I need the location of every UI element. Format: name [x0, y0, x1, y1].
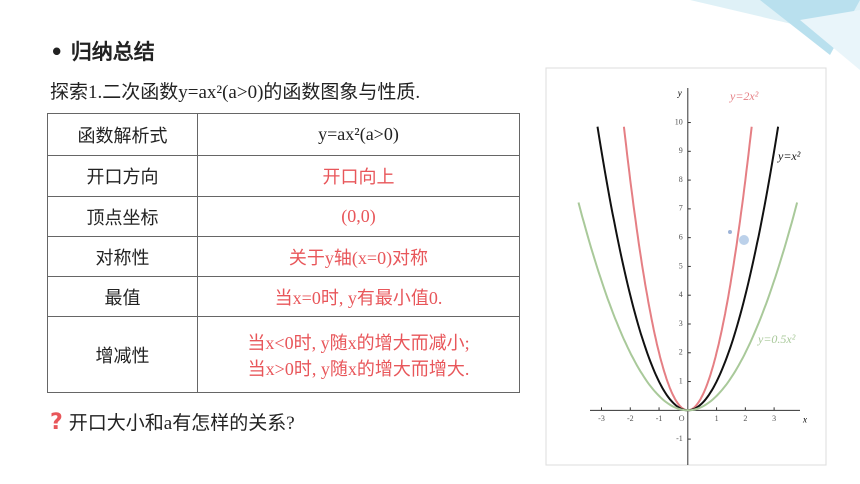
y-tick-label: 2 [679, 348, 683, 357]
y-tick-label: 5 [679, 261, 683, 270]
intro: 探索1.二次函数y=ax²(a>0)的函数图象与性质. [50, 82, 421, 103]
question-icon: ? [50, 410, 63, 435]
x-tick-label: -1 [656, 414, 663, 423]
cell: 开口方向 [47, 155, 198, 197]
heading-text: 归纳总结 [70, 40, 155, 64]
cell: 增减性 [47, 316, 198, 393]
graph-frame [545, 67, 827, 466]
cell: 关于y轴(x=0)对称 [197, 236, 520, 277]
cell-line: 当x>0时, y随x的增大而增大. [247, 358, 470, 379]
decor [728, 230, 732, 234]
cell: 函数解析式 [47, 113, 198, 156]
x-tick-label: -2 [627, 414, 634, 423]
y-tick-label: 3 [679, 319, 683, 328]
plot: x y O -3 -2 -1 1 2 3 -1 1 2 3 4 5 6 7 8 9 10 y=2x² y=x² y=0.5x… [577, 88, 807, 465]
cell: 对称性 [47, 236, 198, 277]
y-tick-label: 4 [679, 290, 683, 299]
cell: 最值 [47, 276, 198, 317]
cell-line: 当x<0时, y随x的增大而减小; [247, 332, 470, 353]
y-tick-label: 6 [679, 232, 683, 241]
curve-label: y=x² [777, 149, 801, 163]
y-tick-label: -1 [676, 434, 683, 443]
y-tick-label: 1 [679, 376, 683, 385]
table: 函数解析式 y=ax²(a>0) 开口方向 开口向上 顶点坐标 (0,0) 对称性 关于… [47, 113, 520, 393]
x-tick-label: 3 [772, 414, 776, 423]
question: ? 开口大小和a有怎样的关系? [50, 408, 295, 435]
origin-label: O [679, 414, 685, 423]
curve-label: y=0.5x² [757, 332, 796, 346]
decor [739, 235, 749, 245]
y-tick-label: 7 [679, 204, 683, 213]
curve [577, 202, 799, 412]
cell: 开口向上 [197, 155, 520, 197]
x-tick-label: -3 [598, 414, 605, 423]
y-axis-label: y [677, 88, 682, 98]
cell: y=ax²(a>0) [197, 113, 520, 156]
cell: 当x<0时, y随x的增大而减小; 当x>0时, y随x的增大而增大. [197, 316, 520, 393]
curve-label: y=2x² [729, 89, 759, 103]
y-tick-label: 8 [679, 175, 683, 184]
y-tick-label: 9 [679, 146, 683, 155]
x-axis-label: x [802, 414, 807, 424]
decor [800, 10, 860, 70]
question-text: 开口大小和a有怎样的关系? [68, 413, 295, 434]
y-tick-label: 10 [675, 117, 683, 126]
cell: 当x=0时, y有最小值0. [197, 276, 520, 317]
cell: (0,0) [197, 196, 520, 237]
x-tick-label: 2 [743, 414, 747, 423]
heading: • 归纳总结 [50, 40, 155, 64]
cell: 顶点坐标 [47, 196, 198, 237]
x-tick-label: 1 [715, 414, 719, 423]
